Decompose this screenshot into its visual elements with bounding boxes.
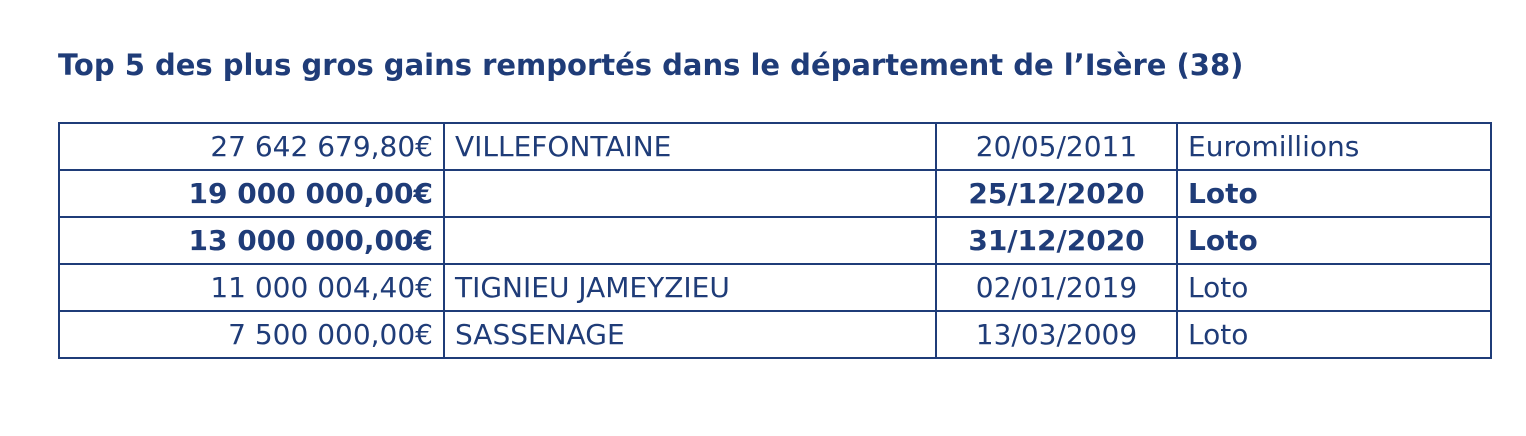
city-cell: VILLEFONTAINE: [443, 122, 937, 171]
page-title: Top 5 des plus gros gains remportés dans…: [58, 48, 1244, 82]
table-row: 11 000 004,40€ TIGNIEU JAMEYZIEU 02/01/2…: [58, 263, 1492, 312]
game-cell: Loto: [1176, 263, 1492, 312]
city-cell: [443, 169, 937, 218]
top-wins-table: 27 642 679,80€ VILLEFONTAINE 20/05/2011 …: [58, 122, 1492, 359]
game-cell: Loto: [1176, 216, 1492, 265]
date-cell: 31/12/2020: [935, 216, 1178, 265]
table-row: 27 642 679,80€ VILLEFONTAINE 20/05/2011 …: [58, 122, 1492, 171]
amount-cell: 11 000 004,40€: [58, 263, 445, 312]
table-row: 19 000 000,00€ 25/12/2020 Loto: [58, 169, 1492, 218]
game-cell: Loto: [1176, 169, 1492, 218]
city-cell: SASSENAGE: [443, 310, 937, 359]
table-row: 7 500 000,00€ SASSENAGE 13/03/2009 Loto: [58, 310, 1492, 359]
date-cell: 02/01/2019: [935, 263, 1178, 312]
table-row: 13 000 000,00€ 31/12/2020 Loto: [58, 216, 1492, 265]
game-cell: Loto: [1176, 310, 1492, 359]
city-cell: [443, 216, 937, 265]
amount-cell: 7 500 000,00€: [58, 310, 445, 359]
amount-cell: 19 000 000,00€: [58, 169, 445, 218]
date-cell: 20/05/2011: [935, 122, 1178, 171]
amount-cell: 13 000 000,00€: [58, 216, 445, 265]
game-cell: Euromillions: [1176, 122, 1492, 171]
city-cell: TIGNIEU JAMEYZIEU: [443, 263, 937, 312]
date-cell: 13/03/2009: [935, 310, 1178, 359]
date-cell: 25/12/2020: [935, 169, 1178, 218]
amount-cell: 27 642 679,80€: [58, 122, 445, 171]
